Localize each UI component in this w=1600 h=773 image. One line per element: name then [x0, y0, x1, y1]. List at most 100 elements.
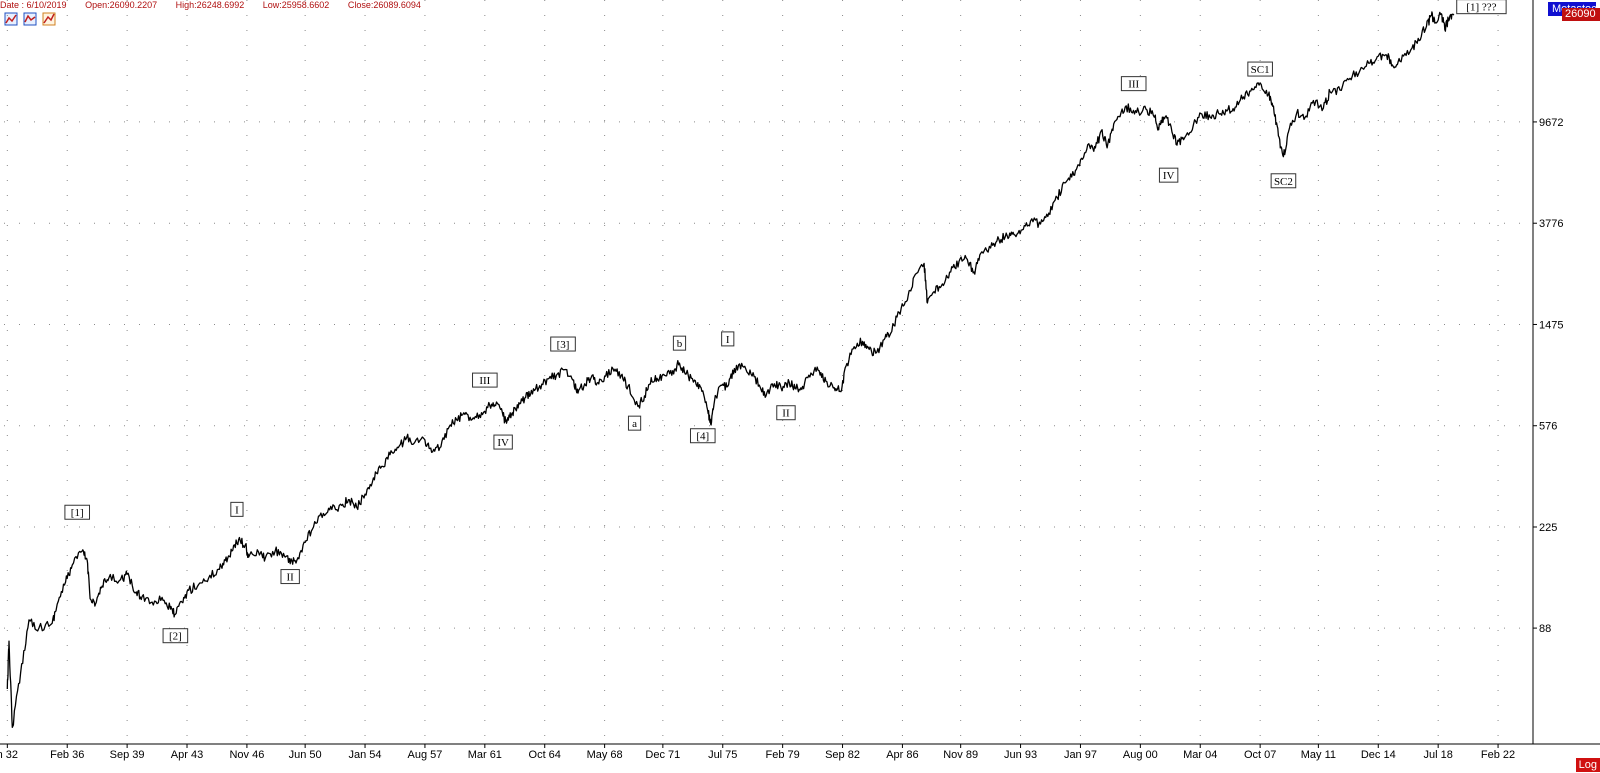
wave-label: IV	[493, 434, 513, 450]
wave-label: III	[472, 372, 498, 388]
wave-label-text: b	[677, 338, 683, 350]
wave-label: [4]	[689, 428, 716, 444]
y-tick-label: 1475	[1539, 319, 1563, 331]
wave-label-box	[672, 335, 687, 351]
chart-tool-icon[interactable]	[42, 12, 56, 26]
wave-label-box	[550, 336, 576, 352]
x-tick-label: Jul 18	[1423, 749, 1452, 761]
x-tick-label: Oct 07	[1244, 749, 1276, 761]
wave-label: SC2	[1270, 173, 1297, 189]
y-axis-ticks: 88 225 576 1475 3776 9672	[1533, 117, 1563, 635]
wave-label-text: SC1	[1251, 64, 1270, 76]
wave-label-text: IV	[497, 437, 509, 449]
close-label: Close:26089.6094	[347, 0, 421, 10]
wave-label: II	[776, 405, 796, 421]
wave-label-box	[64, 504, 91, 520]
wave-label: [2]	[162, 628, 189, 644]
x-tick-label: Apr 86	[886, 749, 918, 761]
wave-label-box	[472, 372, 498, 388]
x-tick-label: Jan 54	[349, 749, 382, 761]
x-tick-label: Mar 61	[468, 749, 502, 761]
low-label: Low:25958.6602	[262, 0, 330, 10]
x-tick-label: Jun 93	[1004, 749, 1037, 761]
wave-label: SC1	[1247, 61, 1273, 77]
chart-tool-icon[interactable]	[4, 12, 18, 26]
wave-label-box	[721, 331, 735, 347]
wave-label-box	[1456, 0, 1507, 15]
wave-label: [1]	[64, 504, 91, 520]
wave-label-text: II	[782, 408, 790, 420]
wave-label: III	[1120, 76, 1147, 92]
wave-label-text: [4]	[696, 431, 709, 443]
wave-label-text: [3]	[557, 339, 570, 351]
price-line	[6, 11, 1455, 729]
wave-label-box	[493, 434, 513, 450]
wave-label-box	[1120, 76, 1147, 92]
wave-label-text: I	[235, 504, 239, 516]
y-tick-label: 576	[1539, 421, 1557, 433]
wave-label-box	[1247, 61, 1273, 77]
wave-annotations: [1][2]IIIIIIIV[3]ab[4]IIIIIIIVSC1SC2[1] …	[64, 0, 1507, 644]
x-tick-label: Mar 04	[1183, 749, 1217, 761]
wave-label-text: [1] ???	[1466, 2, 1496, 14]
chart-grid	[4, 0, 1533, 744]
wave-label-text: [1]	[71, 507, 84, 519]
x-tick-label: Feb 36	[50, 749, 84, 761]
wave-label-box	[1270, 173, 1297, 189]
x-tick-label: Aug 00	[1123, 749, 1158, 761]
price-series	[6, 11, 1455, 729]
wave-label: [1] ???	[1456, 0, 1507, 15]
last-price-badge: 26090	[1562, 8, 1600, 21]
wave-label-box	[776, 405, 796, 421]
wave-label-text: I	[726, 334, 730, 346]
x-tick-label: Jun 50	[289, 749, 322, 761]
wave-label-box	[1158, 167, 1179, 183]
high-label: High:26248.6992	[175, 0, 245, 10]
y-tick-label: 3776	[1539, 218, 1563, 230]
wave-label-box	[162, 628, 189, 644]
wave-label: I	[230, 501, 244, 517]
x-tick-label: Jul 75	[708, 749, 737, 761]
wave-label: a	[627, 415, 642, 431]
x-tick-label: Sep 39	[110, 749, 145, 761]
x-tick-label: Aug 57	[407, 749, 442, 761]
x-tick-label: Dec 71	[645, 749, 680, 761]
x-axis-ticks: n 32 Feb 36 Sep 39 Apr 43 Nov 46 Jun 50 Jan 54…	[0, 744, 1515, 761]
y-tick-label: 88	[1539, 623, 1551, 635]
x-tick-label: Nov 89	[943, 749, 978, 761]
y-tick-label: 9672	[1539, 117, 1563, 129]
wave-label: II	[280, 569, 300, 585]
x-tick-label: Nov 46	[229, 749, 264, 761]
x-tick-label: Oct 64	[529, 749, 561, 761]
wave-label-text: III	[1128, 79, 1139, 91]
wave-label-text: III	[479, 375, 490, 387]
x-tick-label: Feb 79	[766, 749, 800, 761]
open-label: Open:26090.2207	[85, 0, 158, 10]
wave-label-box	[689, 428, 716, 444]
wave-label-box	[230, 501, 244, 517]
chart-tool-icon[interactable]	[23, 12, 37, 26]
y-tick-label: 225	[1539, 522, 1557, 534]
wave-label-text: SC2	[1274, 176, 1293, 188]
wave-label-text: II	[287, 572, 295, 584]
x-tick-label: Jan 97	[1064, 749, 1097, 761]
wave-label-text: a	[632, 418, 637, 430]
ohlc-header: Date : 6/10/2019 Open:26090.2207 High:26…	[0, 0, 437, 12]
x-tick-label: Dec 14	[1361, 749, 1396, 761]
wave-label: [3]	[550, 336, 576, 352]
x-tick-label: n 32	[0, 749, 18, 761]
wave-label-box	[627, 415, 642, 431]
x-tick-label: May 68	[587, 749, 623, 761]
wave-label: b	[672, 335, 687, 351]
wave-label-box	[280, 569, 300, 585]
wave-label-text: IV	[1163, 170, 1175, 182]
x-tick-label: Feb 22	[1481, 749, 1515, 761]
x-tick-label: May 11	[1301, 749, 1336, 761]
wave-label: I	[721, 331, 735, 347]
date-label: Date : 6/10/2019	[0, 0, 67, 10]
log-scale-button[interactable]: Log	[1575, 758, 1600, 772]
wave-label: IV	[1158, 167, 1179, 183]
x-tick-label: Sep 82	[825, 749, 860, 761]
x-tick-label: Apr 43	[171, 749, 203, 761]
